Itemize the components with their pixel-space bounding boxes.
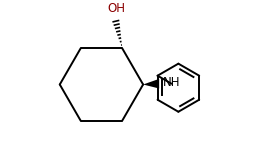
Text: OH: OH [108,2,126,15]
Polygon shape [143,79,159,88]
Text: NH: NH [163,76,181,89]
